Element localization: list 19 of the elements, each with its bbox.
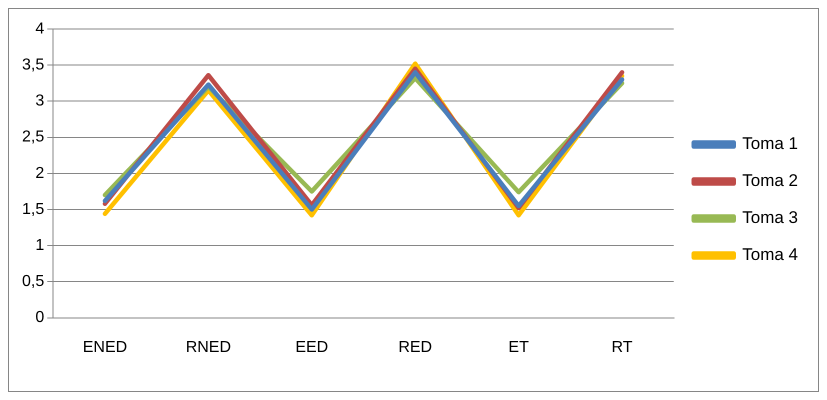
x-tick-label: EED (295, 338, 328, 356)
x-tick-label: RNED (186, 338, 232, 356)
x-tick-label: ENED (82, 338, 128, 356)
legend-label: Toma 3 (742, 208, 798, 228)
y-tick-label: 0,5 (22, 273, 44, 290)
x-tick-label: RT (612, 338, 633, 356)
x-tick-label: ET (508, 338, 530, 356)
y-tick-label: 2,5 (22, 128, 44, 146)
y-tick-label: 1,5 (22, 200, 44, 218)
legend-label: Toma 4 (742, 245, 798, 264)
legend-label: Toma 2 (742, 171, 798, 190)
y-tick-label: 4 (35, 20, 44, 38)
y-tick-label: 3,5 (22, 56, 44, 74)
y-tick-label: 1 (35, 237, 44, 254)
legend-label: Toma 1 (742, 134, 798, 154)
y-tick-label: 3 (35, 92, 44, 110)
x-tick-label: RED (398, 338, 432, 356)
y-tick-label: 2 (35, 164, 44, 182)
y-tick-label: 0 (35, 309, 44, 326)
